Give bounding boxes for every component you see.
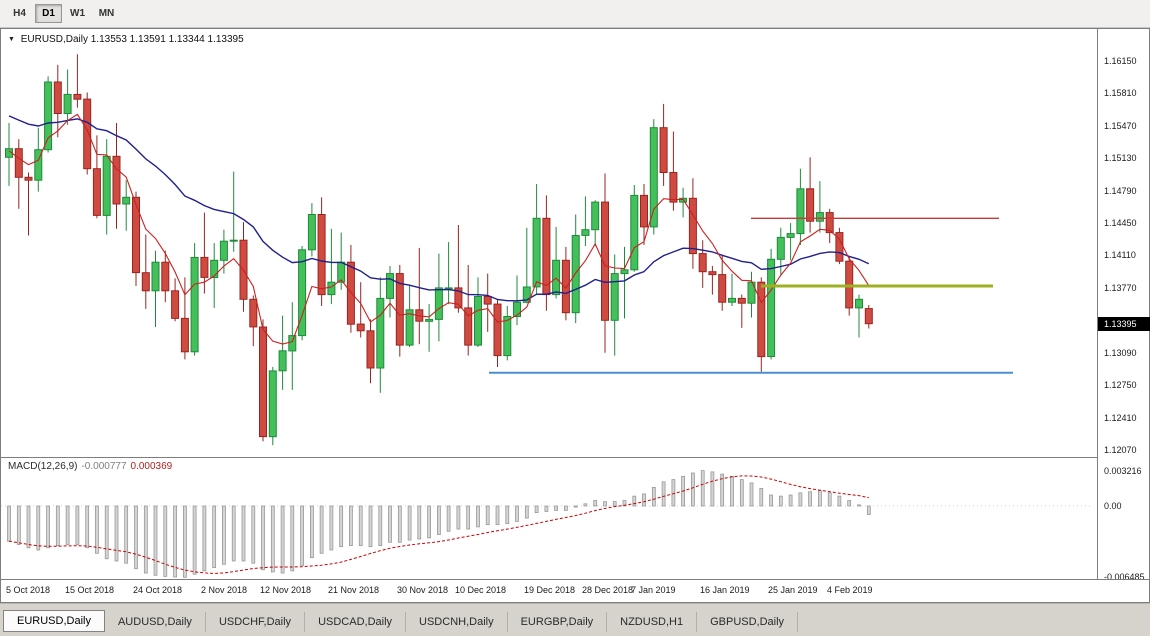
price-tick: 1.13770: [1104, 283, 1137, 293]
timeframe-w1-button[interactable]: W1: [64, 4, 91, 23]
price-tick: 1.14450: [1104, 218, 1137, 228]
timeframe-h4-button[interactable]: H4: [6, 4, 33, 23]
date-label: 2 Nov 2018: [201, 585, 248, 595]
tab-usdchf-daily[interactable]: USDCHF,Daily: [205, 612, 306, 632]
date-label: 30 Nov 2018: [397, 585, 449, 595]
date-label: 15 Oct 2018: [65, 585, 115, 595]
chart-symbol-text: EURUSD,Daily: [20, 34, 88, 45]
macd-canvas[interactable]: [1, 458, 1097, 580]
price-tick: 1.15810: [1104, 88, 1137, 98]
price-tick: 1.14110: [1104, 250, 1136, 260]
chart-title: ▼ EURUSD,Daily 1.13553 1.13591 1.13344 1…: [8, 34, 244, 45]
macd-pane: MACD(12,26,9) -0.000777 0.000369: [1, 457, 1149, 580]
price-chart-canvas[interactable]: [1, 29, 1097, 457]
chart-window: ▼ EURUSD,Daily 1.13553 1.13591 1.13344 1…: [0, 28, 1150, 603]
timeframe-d1-button[interactable]: D1: [35, 4, 62, 23]
price-tick: 1.12410: [1104, 413, 1137, 423]
price-tick: 1.12070: [1104, 445, 1137, 455]
chart-ohlc-text: 1.13553 1.13591 1.13344 1.13395: [90, 34, 244, 45]
price-tick: 1.16150: [1104, 56, 1137, 66]
macd-axis-tick: 0.00: [1104, 501, 1122, 511]
date-label: 10 Dec 2018: [455, 585, 507, 595]
date-label: 12 Nov 2018: [260, 585, 312, 595]
price-tick: 1.14790: [1104, 186, 1137, 196]
timeframe-mn-button[interactable]: MN: [93, 4, 120, 23]
date-label: 21 Nov 2018: [328, 585, 380, 595]
date-label: 28 Dec 2018: [582, 585, 634, 595]
date-label: 24 Oct 2018: [133, 585, 183, 595]
tab-nzdusd-h1[interactable]: NZDUSD,H1: [607, 612, 698, 632]
price-tick: 1.15470: [1104, 121, 1137, 131]
price-tick: 1.15130: [1104, 153, 1137, 163]
macd-signal-value: 0.000369: [130, 461, 173, 472]
tab-eurusd-daily[interactable]: EURUSD,Daily: [3, 610, 105, 632]
tab-gbpusd-daily[interactable]: GBPUSD,Daily: [697, 612, 799, 632]
current-price-badge: 1.13395: [1098, 317, 1150, 331]
date-label: 25 Jan 2019: [768, 585, 818, 595]
tab-audusd-daily[interactable]: AUDUSD,Daily: [104, 612, 206, 632]
tab-usdcad-daily[interactable]: USDCAD,Daily: [305, 612, 407, 632]
macd-axis-tick: -0.006485: [1104, 572, 1145, 582]
price-tick: 1.12750: [1104, 380, 1137, 390]
chart-tab-bar: EURUSD,Daily AUDUSD,Daily USDCHF,Daily U…: [0, 603, 1150, 636]
macd-indicator-label: MACD(12,26,9) -0.000777 0.000369: [8, 461, 172, 472]
price-pane: ▼ EURUSD,Daily 1.13553 1.13591 1.13344 1…: [1, 29, 1097, 457]
date-label: 4 Feb 2019: [827, 585, 873, 595]
date-label: 19 Dec 2018: [524, 585, 576, 595]
price-axis[interactable]: 1.16150 1.15810 1.15470 1.15130 1.14790 …: [1097, 29, 1150, 582]
date-label: 16 Jan 2019: [700, 585, 750, 595]
tab-eurgbp-daily[interactable]: EURGBP,Daily: [507, 612, 608, 632]
price-tick: 1.13090: [1104, 348, 1137, 358]
macd-name: MACD(12,26,9): [8, 461, 78, 472]
macd-main-value: -0.000777: [81, 461, 127, 472]
tab-usdcnh-daily[interactable]: USDCNH,Daily: [406, 612, 508, 632]
chart-menu-icon: ▼: [8, 36, 15, 43]
date-label: 7 Jan 2019: [631, 585, 676, 595]
date-label: 5 Oct 2018: [6, 585, 51, 595]
timeframe-toolbar: H4 D1 W1 MN: [0, 0, 1150, 28]
macd-axis-tick: 0.003216: [1104, 466, 1142, 476]
time-axis[interactable]: 5 Oct 2018 15 Oct 2018 24 Oct 2018 2 Nov…: [1, 579, 1149, 602]
